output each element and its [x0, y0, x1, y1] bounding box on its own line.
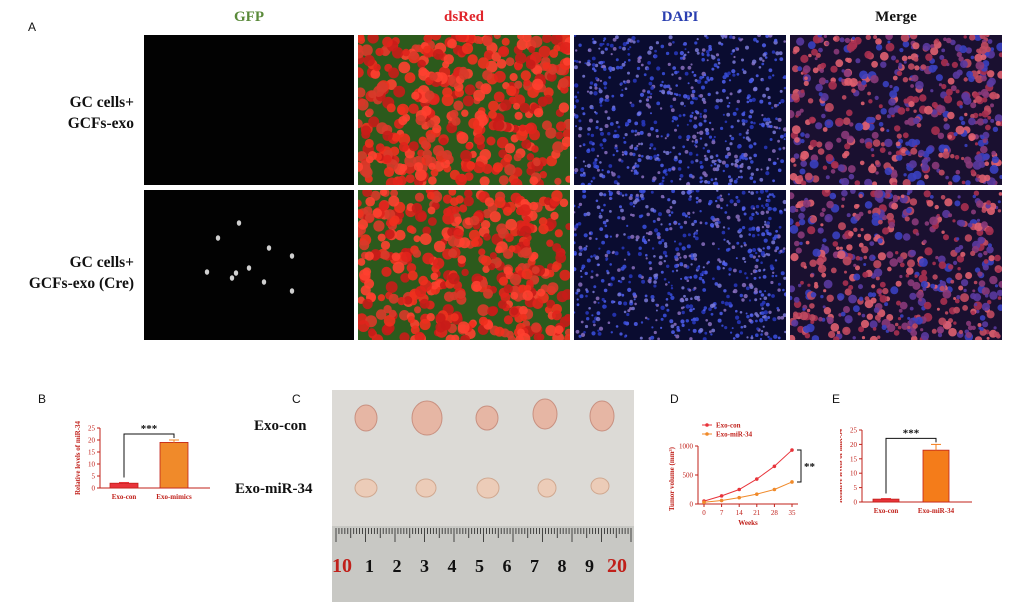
y-tick-label: 1000 [679, 443, 694, 451]
significance-bracket [123, 433, 175, 478]
x-tick-label: 28 [771, 509, 779, 517]
category-label: Exo-con [874, 507, 899, 515]
category-label: Exo-miR-34 [918, 507, 955, 515]
row-label-2-line1: GC cells+ [69, 254, 134, 271]
y-tick-label: 10 [850, 470, 858, 478]
bar [922, 449, 950, 503]
y-tick-label: 500 [683, 472, 694, 480]
ruler-number: 1 [365, 556, 374, 576]
data-point [772, 464, 777, 469]
col-header-merge: Merge [790, 9, 1002, 26]
data-point [719, 494, 724, 498]
col-header-dsred: dsRed [358, 9, 570, 26]
y-axis-label: Relative levels of miR-34 [74, 420, 82, 495]
data-point [790, 480, 794, 484]
data-point [790, 448, 794, 452]
ruler-number: 7 [530, 556, 539, 576]
micrograph-dsred-row2 [358, 190, 570, 340]
x-tick-label: 21 [753, 509, 761, 517]
micrograph-dapi-row1 [574, 35, 786, 185]
line-chart-d: 0 500 1000 0 7 14 21 28 35 Weeks Tumor volume (mm³… [668, 422, 816, 528]
x-tick-label: 14 [736, 509, 744, 517]
y-tick-label: 20 [88, 437, 96, 445]
data-point [719, 498, 724, 503]
significance-bracket [885, 437, 937, 494]
bar-chart-e: 0 5 10 15 20 25 Relative levels of miR-34 Exo-c… [840, 427, 972, 515]
panel-c-letter: C [292, 392, 301, 406]
micrograph-gfp-row1 [144, 35, 354, 185]
ruler-number: 8 [558, 556, 567, 576]
panel-a-letter: A [28, 20, 37, 34]
significance-label: *** [903, 427, 920, 439]
y-tick-label: 0 [92, 485, 96, 493]
micrograph-dapi-row2 [574, 190, 786, 340]
col-header-dapi: DAPI [574, 9, 786, 26]
micrograph-gfp-row2 [144, 190, 354, 340]
data-point [772, 487, 777, 492]
category-label: Exo-mimics [156, 493, 192, 501]
significance-bracket [797, 449, 802, 483]
y-tick-label: 15 [88, 449, 96, 457]
panel-d-letter: D [670, 392, 679, 406]
y-tick-label: 15 [850, 455, 858, 463]
ruler-number: 4 [448, 556, 457, 576]
y-tick-label: 0 [854, 499, 858, 507]
category-label: Exo-con [112, 493, 137, 501]
col-header-gfp: GFP [144, 9, 354, 26]
row-label-2-line2: GCFs-exo (Cre) [28, 275, 134, 292]
ruler-number: 3 [420, 556, 429, 576]
ruler-number: 6 [503, 556, 512, 576]
row-label-1-line1: GC cells+ [69, 94, 134, 111]
y-tick-label: 0 [690, 501, 694, 509]
ruler-number: 20 [607, 555, 627, 577]
data-point [737, 495, 741, 500]
ruler-number: 5 [475, 556, 484, 576]
ruler-number: 9 [585, 556, 594, 576]
y-tick-label: 5 [92, 473, 96, 481]
y-tick-label: 10 [88, 461, 96, 469]
legend-entry: Exo-miR-34 [716, 431, 753, 439]
panel-e-letter: E [832, 392, 841, 406]
y-axis-label: Tumor volume (mm³) [668, 446, 676, 511]
significance-label: ** [804, 461, 816, 473]
bar [109, 482, 139, 489]
y-tick-label: 5 [854, 484, 858, 492]
col-header-dsred-text: dsRed [443, 9, 484, 25]
data-point [737, 487, 741, 492]
series-line [703, 449, 793, 502]
y-tick-label: 25 [88, 425, 96, 433]
x-tick-label: 7 [720, 509, 724, 517]
col-header-dapi-text: DAPI [661, 9, 699, 25]
significance-label: *** [141, 423, 158, 435]
col-header-merge-text: Merge [875, 9, 917, 25]
x-tick-label: 35 [789, 509, 797, 517]
panel-b-letter: B [38, 392, 47, 406]
ruler-number: 2 [393, 556, 402, 576]
ruler-number: 10 [332, 555, 352, 577]
y-tick-label: 25 [850, 427, 858, 435]
data-point [755, 492, 759, 496]
y-axis-label: Relative levels of miR-34 [840, 428, 844, 503]
tumor-row-label-exo-con: Exo-con [254, 418, 307, 434]
micrograph-dsred-row1 [358, 35, 570, 185]
micrograph-merge-row1 [790, 35, 1002, 185]
tumor-photo: 10 1 2 3 4 5 6 7 8 9 20 [332, 390, 634, 602]
row-label-2: GC cells+ GCFs-exo (Cre) [6, 252, 134, 294]
col-header-gfp-text: GFP [234, 9, 264, 25]
x-axis-label: Weeks [738, 519, 758, 527]
legend-entry: Exo-con [716, 422, 741, 430]
tumor-row-label-exo-mir34: Exo-miR-34 [235, 481, 313, 497]
bar [872, 498, 900, 503]
data-point [702, 500, 706, 505]
y-tick-label: 20 [850, 441, 858, 449]
bar-chart-b: 0 5 10 15 20 25 Relative levels of miR-34 Exo-c… [74, 420, 210, 501]
bar [159, 442, 189, 489]
row-label-1-line2: GCFs-exo [67, 115, 134, 132]
x-tick-label: 0 [702, 509, 706, 517]
data-point [755, 477, 759, 481]
series-line [703, 481, 793, 503]
micrograph-merge-row2 [790, 190, 1002, 340]
row-label-1: GC cells+ GCFs-exo [6, 92, 134, 134]
